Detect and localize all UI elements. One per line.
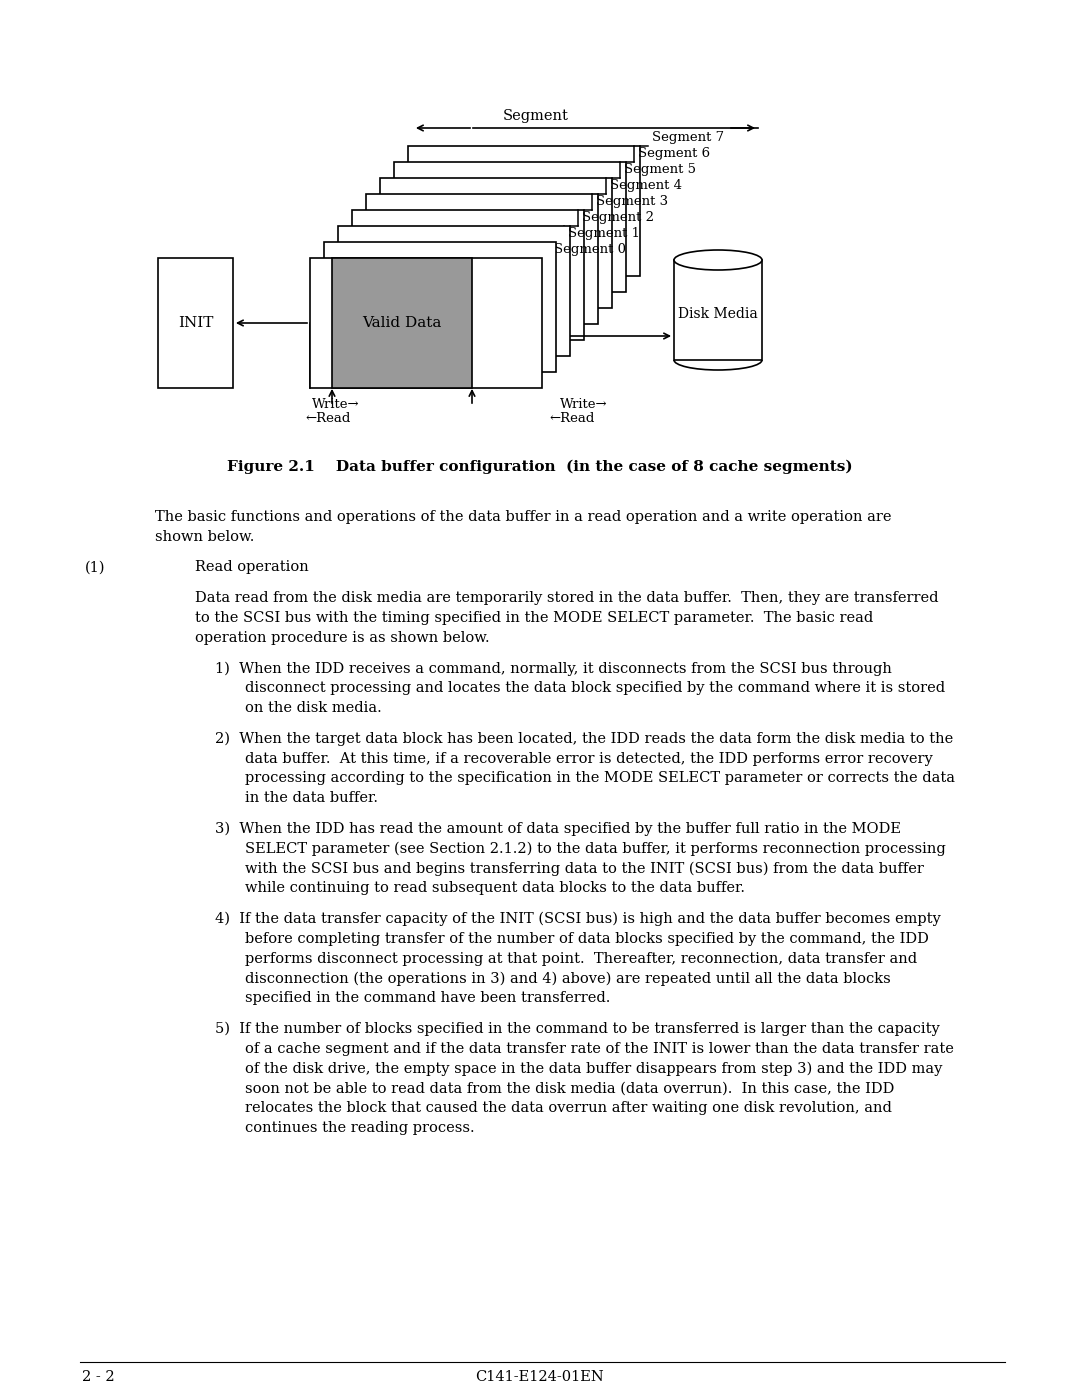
- Text: Segment 5: Segment 5: [624, 163, 696, 176]
- Text: operation procedure is as shown below.: operation procedure is as shown below.: [195, 631, 489, 645]
- Text: Segment 4: Segment 4: [610, 179, 681, 191]
- Text: while continuing to read subsequent data blocks to the data buffer.: while continuing to read subsequent data…: [245, 882, 745, 895]
- Text: Disk Media: Disk Media: [678, 307, 758, 321]
- Text: on the disk media.: on the disk media.: [245, 701, 381, 715]
- Bar: [332, 258, 472, 388]
- Text: Segment 7: Segment 7: [652, 131, 724, 144]
- Bar: [324, 242, 556, 372]
- Text: in the data buffer.: in the data buffer.: [245, 791, 378, 805]
- Text: Segment 3: Segment 3: [596, 196, 669, 208]
- Text: relocates the block that caused the data overrun after waiting one disk revoluti: relocates the block that caused the data…: [245, 1101, 892, 1115]
- Text: with the SCSI bus and begins transferring data to the INIT (SCSI bus) from the d: with the SCSI bus and begins transferrin…: [245, 862, 923, 876]
- Text: Write→: Write→: [312, 398, 360, 411]
- Text: Segment: Segment: [503, 109, 569, 123]
- Text: shown below.: shown below.: [156, 529, 255, 543]
- Text: 2 - 2: 2 - 2: [82, 1370, 114, 1384]
- Text: ←Read: ←Read: [550, 412, 595, 425]
- Text: disconnect processing and locates the data block specified by the command where : disconnect processing and locates the da…: [245, 682, 945, 696]
- Bar: [408, 147, 640, 277]
- Text: (1): (1): [85, 560, 106, 574]
- Bar: [158, 258, 233, 388]
- Bar: [352, 210, 584, 339]
- Text: continues the reading process.: continues the reading process.: [245, 1120, 474, 1134]
- Text: The basic functions and operations of the data buffer in a read operation and a : The basic functions and operations of th…: [156, 510, 891, 524]
- Text: of a cache segment and if the data transfer rate of the INIT is lower than the d: of a cache segment and if the data trans…: [245, 1042, 954, 1056]
- Text: 4)  If the data transfer capacity of the INIT (SCSI bus) is high and the data bu: 4) If the data transfer capacity of the …: [215, 912, 941, 926]
- Ellipse shape: [674, 250, 762, 270]
- Text: INIT: INIT: [178, 316, 213, 330]
- Text: soon not be able to read data from the disk media (data overrun).  In this case,: soon not be able to read data from the d…: [245, 1081, 894, 1095]
- Text: before completing transfer of the number of data blocks specified by the command: before completing transfer of the number…: [245, 932, 929, 946]
- Bar: [310, 258, 542, 388]
- Text: Read operation: Read operation: [195, 560, 309, 574]
- Bar: [394, 162, 626, 292]
- Text: Data read from the disk media are temporarily stored in the data buffer.  Then, : Data read from the disk media are tempor…: [195, 591, 939, 605]
- Text: of the disk drive, the empty space in the data buffer disappears from step 3) an: of the disk drive, the empty space in th…: [245, 1062, 943, 1076]
- Bar: [674, 260, 762, 360]
- Text: disconnection (the operations in 3) and 4) above) are repeated until all the dat: disconnection (the operations in 3) and …: [245, 971, 891, 986]
- Text: processing according to the specification in the MODE SELECT parameter or correc: processing according to the specificatio…: [245, 771, 955, 785]
- Text: to the SCSI bus with the timing specified in the MODE SELECT parameter.  The bas: to the SCSI bus with the timing specifie…: [195, 610, 874, 624]
- Bar: [366, 194, 598, 324]
- Text: Valid Data: Valid Data: [362, 316, 442, 330]
- Text: Write→: Write→: [561, 398, 608, 411]
- Text: 3)  When the IDD has read the amount of data specified by the buffer full ratio : 3) When the IDD has read the amount of d…: [215, 821, 901, 837]
- Text: C141-E124-01EN: C141-E124-01EN: [475, 1370, 605, 1384]
- Text: Segment 0: Segment 0: [554, 243, 626, 256]
- Bar: [338, 226, 570, 356]
- Text: SELECT parameter (see Section 2.1.2) to the data buffer, it performs reconnectio: SELECT parameter (see Section 2.1.2) to …: [245, 841, 946, 856]
- Text: performs disconnect processing at that point.  Thereafter, reconnection, data tr: performs disconnect processing at that p…: [245, 951, 917, 965]
- Text: 1)  When the IDD receives a command, normally, it disconnects from the SCSI bus : 1) When the IDD receives a command, norm…: [215, 661, 892, 676]
- Text: ←Read: ←Read: [305, 412, 350, 425]
- Text: data buffer.  At this time, if a recoverable error is detected, the IDD performs: data buffer. At this time, if a recovera…: [245, 752, 933, 766]
- Text: Segment 1: Segment 1: [568, 226, 640, 240]
- Text: Segment 6: Segment 6: [638, 147, 711, 161]
- Text: Figure 2.1    Data buffer configuration  (in the case of 8 cache segments): Figure 2.1 Data buffer configuration (in…: [227, 460, 853, 475]
- Text: specified in the command have been transferred.: specified in the command have been trans…: [245, 990, 610, 1004]
- Text: Segment 2: Segment 2: [582, 211, 654, 224]
- Text: 5)  If the number of blocks specified in the command to be transferred is larger: 5) If the number of blocks specified in …: [215, 1021, 940, 1037]
- Text: 2)  When the target data block has been located, the IDD reads the data form the: 2) When the target data block has been l…: [215, 732, 954, 746]
- Bar: [380, 177, 612, 307]
